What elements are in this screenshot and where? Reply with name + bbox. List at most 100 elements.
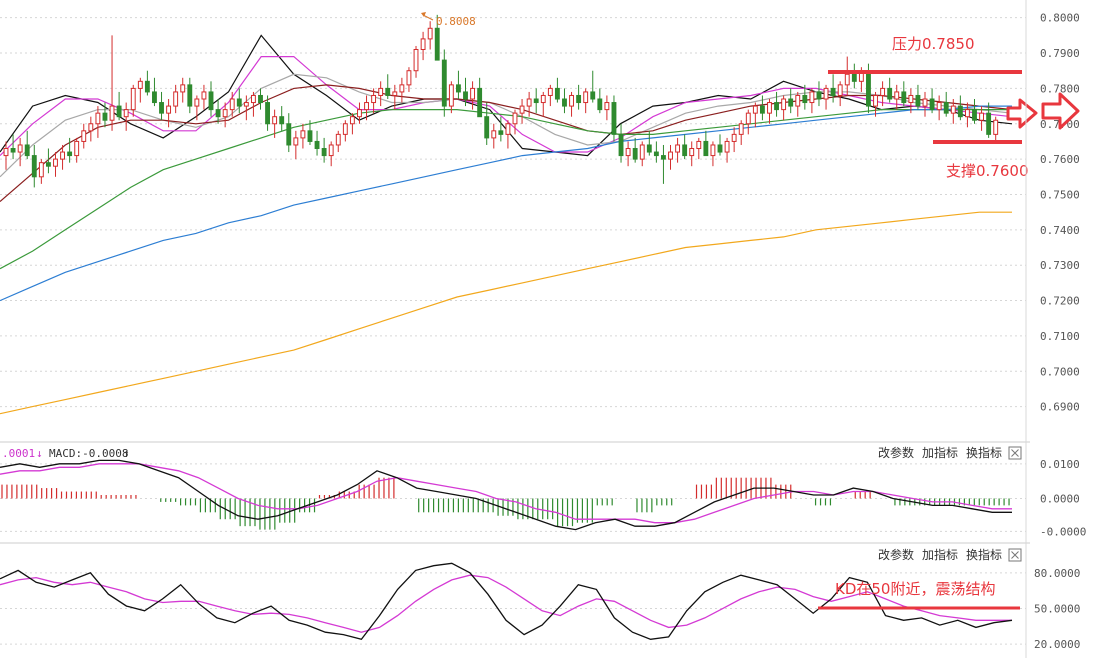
candle-body-up [166, 105, 172, 114]
candle-body-up [569, 94, 574, 107]
candle-body-down [915, 94, 921, 107]
resistance-label: 压力0.7850 [892, 35, 975, 53]
candle-body-down [887, 87, 893, 100]
candle-body-up [173, 91, 179, 107]
peak-marker: 0.8008 [421, 12, 476, 28]
candle-body-up [130, 87, 136, 111]
macd-dea-line [0, 463, 1012, 524]
main-grid [0, 17, 1026, 408]
candle-body-up [88, 123, 94, 132]
macd-dif-line [0, 459, 1012, 531]
candle-body-down [972, 109, 977, 121]
candle-body-up [53, 158, 58, 167]
y-tick-label: 0.7500 [1040, 188, 1080, 201]
candle-body-up [752, 105, 758, 114]
candle-body-up [767, 102, 772, 114]
candle-body-down [788, 98, 794, 107]
candle-body-down [611, 102, 617, 135]
candle-body-up [675, 144, 681, 153]
candle-body-up [17, 144, 23, 153]
candle-body-up [222, 109, 228, 118]
candle-body-down [986, 112, 992, 135]
moving-averages [0, 34, 1013, 415]
candle-body-up [696, 140, 702, 150]
candle-body-down [236, 98, 242, 107]
candle-body-up [180, 84, 186, 93]
candle-body-up [3, 148, 9, 157]
candle-body-down [116, 105, 122, 118]
candle-body-down [45, 162, 51, 167]
support-label: 支撑0.7600 [946, 162, 1029, 180]
candle-body-up [823, 87, 829, 100]
candle-body-up [837, 84, 843, 96]
candle-body-down [265, 102, 270, 125]
peak-label: 0.8008 [436, 15, 476, 28]
candle-body-up [342, 123, 348, 135]
kd-add-button[interactable]: 加指标 [922, 547, 958, 562]
macd-close-icon[interactable] [1008, 446, 1022, 460]
candle-body-down [682, 144, 688, 157]
y-tick-label: 0.7300 [1040, 259, 1080, 272]
candle-body-up [194, 98, 200, 107]
candle-body-up [950, 105, 956, 114]
candle-body-down [321, 148, 327, 157]
candle-body-down [597, 98, 603, 111]
candle-body-down [618, 133, 624, 157]
candle-body-down [307, 130, 313, 142]
candle-body-up [137, 80, 143, 89]
candle-body-up [364, 102, 369, 111]
kd-swap-button[interactable]: 换指标 [966, 547, 1002, 562]
candle-body-up [908, 94, 914, 104]
candle-body-up [413, 49, 419, 72]
candle-body-down [498, 130, 504, 135]
candle-body-down [802, 94, 808, 104]
kd-d-line [0, 574, 1012, 633]
candle-body-up [625, 148, 631, 157]
candle-body-up [781, 98, 787, 111]
kd-controls: 改参数 加指标 换指标 [878, 547, 1022, 562]
macd-params-button[interactable]: 改参数 [878, 445, 914, 460]
macd-lines [0, 459, 1012, 531]
candle-body-up [689, 148, 695, 157]
candle-body-down [456, 84, 461, 93]
candle-body-down [717, 144, 723, 153]
kd-params-button[interactable]: 改参数 [878, 547, 914, 562]
candle-body-down [576, 94, 582, 104]
candle-body-up [724, 140, 730, 153]
arrow-right-icon [1006, 92, 1080, 130]
candle-body-down [286, 123, 292, 146]
candle-body-up [250, 94, 256, 104]
candle-body-down [314, 140, 320, 150]
kd-note-label: KD在50附近，震荡结构 [835, 580, 995, 598]
candle-body-down [208, 91, 214, 111]
candle-body-down [759, 105, 765, 114]
candle-body-down [703, 140, 709, 157]
y-tick-label: 0.0000 [1040, 492, 1080, 505]
candle-body-up [505, 123, 511, 135]
candle-body-up [60, 151, 65, 160]
candle-body-up [349, 116, 355, 125]
candle-body-down [774, 102, 779, 111]
kd-close-icon[interactable] [1008, 548, 1022, 562]
candle-body-down [653, 151, 659, 157]
y-tick-label: 0.7100 [1040, 330, 1080, 343]
candle-body-down [830, 87, 836, 96]
candle-body-up [993, 119, 999, 135]
candle-body-down [31, 155, 37, 178]
macd-swap-button[interactable]: 换指标 [966, 445, 1002, 460]
candle-body-down [661, 155, 666, 160]
kd-k-line [0, 562, 1013, 641]
candle-body-down [957, 105, 963, 118]
candle-body-up [880, 87, 886, 96]
candle-body-down [159, 102, 164, 114]
candle-body-down [851, 73, 857, 82]
y-tick-label: 0.6900 [1040, 401, 1080, 414]
candle-body-up [964, 109, 970, 118]
ma-line-ma250 [0, 211, 1012, 415]
candle-body-up [873, 94, 878, 107]
macd-controls: 改参数 加指标 换指标 [878, 445, 1022, 460]
y-tick-label: 0.0100 [1040, 458, 1080, 471]
candle-body-up [731, 133, 737, 142]
candle-body-down [929, 98, 935, 111]
macd-add-button[interactable]: 加指标 [922, 445, 958, 460]
